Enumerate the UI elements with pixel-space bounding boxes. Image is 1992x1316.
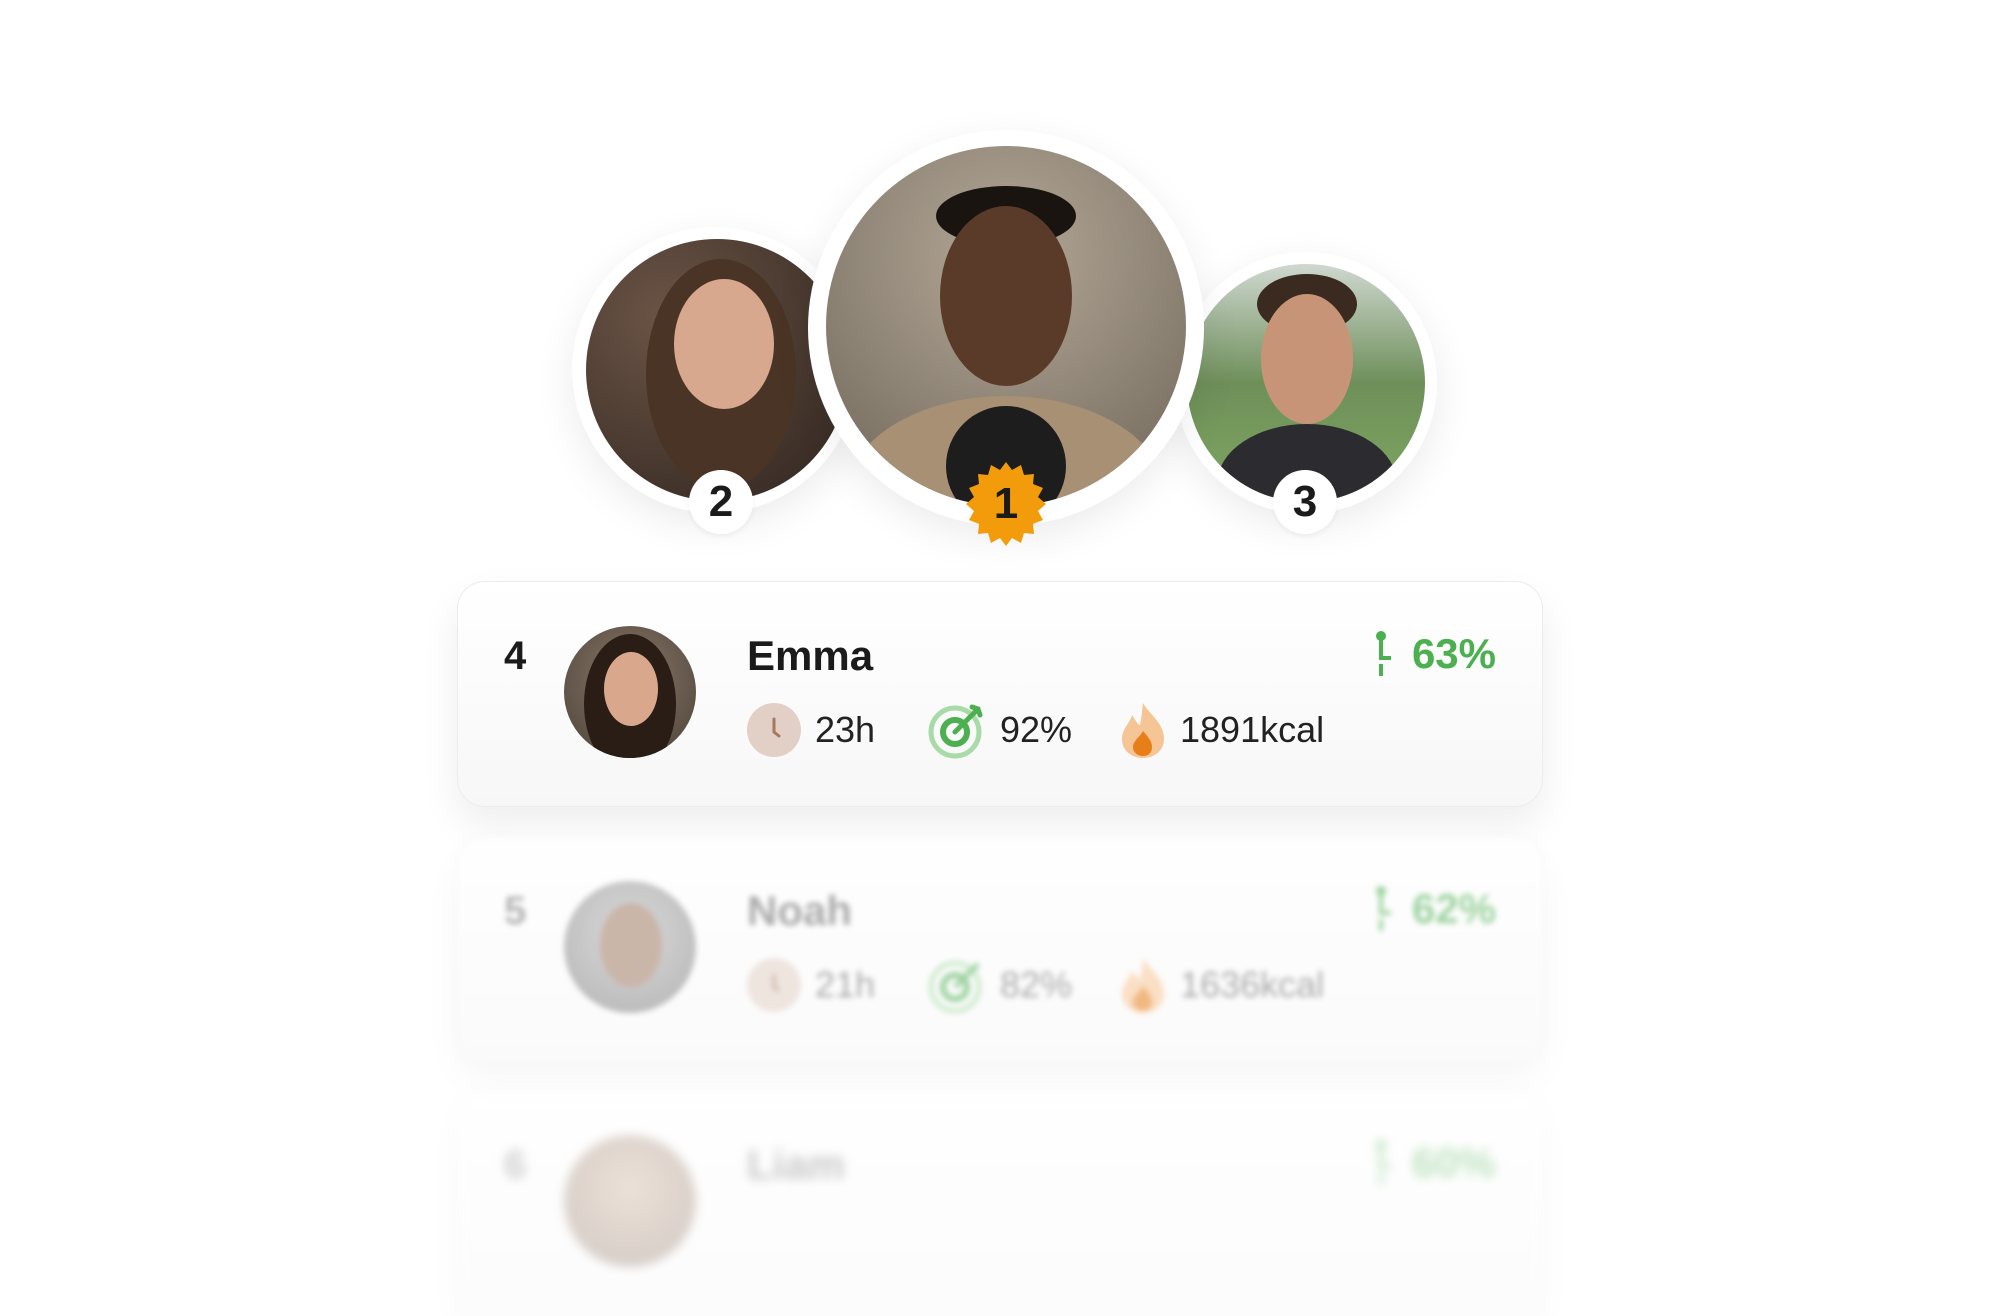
progress-percent: 62% [1374,885,1496,933]
leaderboard-row[interactable]: 6 Liam 60% [457,1090,1543,1316]
flame-icon [1122,703,1164,758]
stat-hours: 23h [747,702,875,758]
rank-badge-3: 3 [1273,470,1337,534]
stat-accuracy: 92% [928,702,1073,759]
accuracy-value: 92% [1000,709,1073,750]
clock-icon [747,703,801,757]
stat-accuracy: 82% [928,957,1073,1014]
hours-value: 21h [815,964,876,1005]
stat-hours: 21h [747,957,875,1013]
progress-percent: 60% [1374,1139,1496,1187]
avatar [564,1135,696,1267]
avatar-rank-3[interactable] [1187,264,1425,502]
flame-icon [1122,958,1164,1013]
accuracy-value: 82% [1000,964,1073,1005]
progress-pin-icon [1375,886,1391,931]
hours-value: 23h [815,709,876,750]
progress-pin-icon [1375,1140,1391,1185]
progress-pin-icon [1375,631,1391,676]
target-icon [928,704,983,759]
avatar-rank-1[interactable] [826,146,1186,506]
leaderboard-row[interactable]: 5 Noah 21h 82% 1636kcal 62% [457,836,1543,1062]
rank-number: 3 [1292,477,1318,526]
rank-badge-2: 2 [689,470,753,534]
rank-number: 4 [504,634,527,678]
calories-value: 1891kcal [1180,709,1325,750]
avatar-rank-2[interactable] [586,239,848,501]
rank-number: 5 [504,889,527,933]
starburst-badge-icon [966,462,1046,546]
stat-calories: 1891kcal [1120,702,1324,758]
rank-number: 6 [504,1143,527,1187]
user-name: Liam [747,1141,846,1188]
target-icon [928,960,982,1014]
avatar [564,881,696,1013]
leaderboard-row[interactable]: 4 Emma 23h 92% 1891kcal 63% [457,581,1543,807]
clock-icon [747,958,801,1012]
user-name: Emma [747,632,874,679]
progress-value: 63% [1411,630,1496,677]
rank-badge-1: 1 [962,460,1050,548]
progress-value: 60% [1411,1139,1496,1186]
progress-percent: 63% [1374,630,1496,678]
stat-calories: 1636kcal [1120,957,1324,1013]
avatar [564,626,696,758]
progress-value: 62% [1411,885,1496,932]
calories-value: 1636kcal [1180,964,1325,1005]
rank-number: 2 [708,477,734,526]
user-name: Noah [747,887,852,934]
rank-number: 1 [993,479,1019,528]
